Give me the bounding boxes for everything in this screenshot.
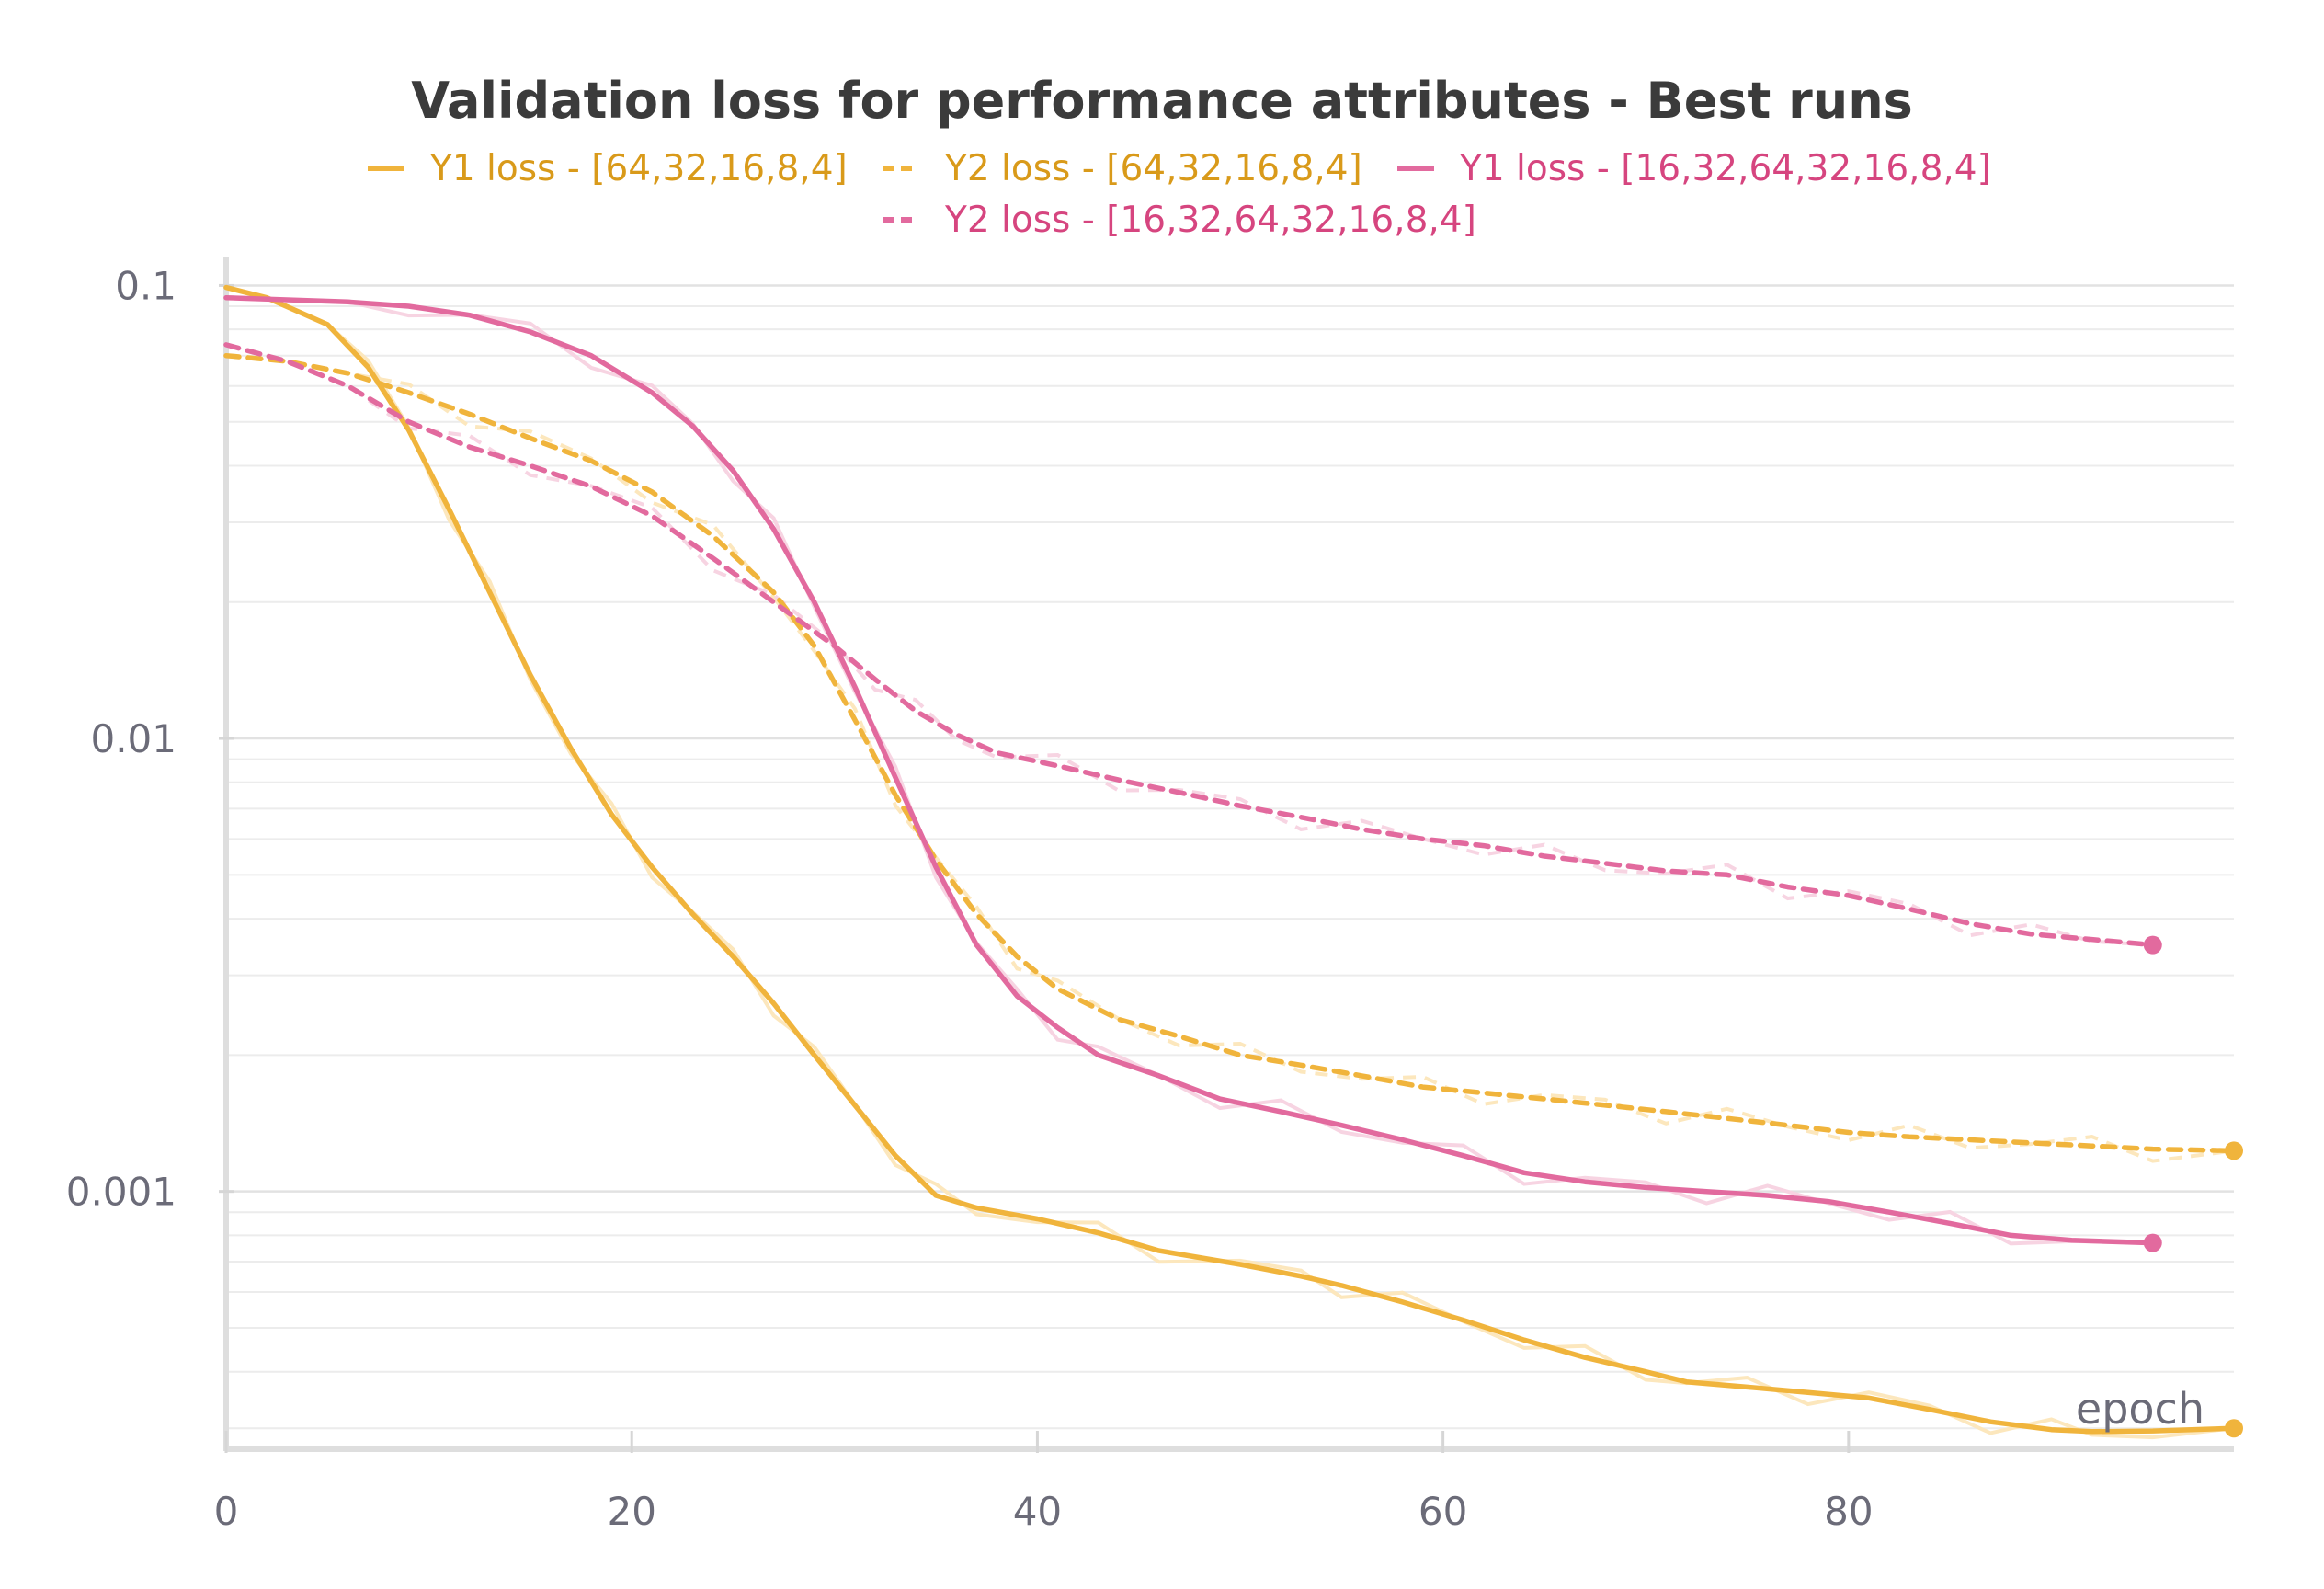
legend-label: Y2 loss - [64,32,16,8,4] [944,148,1362,189]
legend-label: Y1 loss - [64,32,16,8,4] [429,148,848,189]
legend-item[interactable]: Y2 loss - [64,32,16,8,4] [883,148,1362,189]
series-layer [223,284,2243,1440]
legend-label: Y1 loss - [16,32,64,32,16,8,4] [1459,148,1991,189]
x-tick-label: 40 [1013,1489,1062,1534]
legend-item[interactable]: Y1 loss - [16,32,64,32,16,8,4] [1397,148,1991,189]
tick-labels: 0 20 40 60 80 0.1 0.01 0.001 [66,263,1874,1534]
chart-title: Validation loss for performance attribut… [411,72,1913,130]
x-tick-label: 20 [607,1489,655,1534]
y-tick-label: 0.1 [115,263,177,308]
series-line [223,352,2237,1154]
x-tick-label: 60 [1418,1489,1467,1534]
legend: Y1 loss - [64,32,16,8,4] Y2 loss - [64,32… [368,148,1991,241]
axes [219,257,2234,1453]
series-endpoint [2143,935,2162,955]
legend-label: Y2 loss - [16,32,64,32,16,8,4] [944,200,1476,241]
series-line [223,284,2237,1435]
legend-item[interactable]: Y2 loss - [16,32,64,32,16,8,4] [883,200,1476,241]
series-endpoint [2225,1141,2243,1160]
series-line [223,294,2156,1246]
y-tick-label: 0.001 [66,1170,177,1215]
x-axis-label: epoch [2076,1384,2204,1434]
series-raw-trace [225,342,2153,947]
series-raw-trace [225,295,2153,1246]
grid-lines [226,284,2234,1430]
series-endpoint [2225,1419,2243,1438]
series-raw-trace [225,353,2235,1163]
y-tick-label: 0.01 [90,716,177,761]
x-tick-label: 80 [1824,1489,1873,1534]
legend-item[interactable]: Y1 loss - [64,32,16,8,4] [368,148,848,189]
series-line [223,342,2156,948]
x-tick-label: 0 [214,1489,239,1534]
series-endpoint [2143,1233,2162,1252]
